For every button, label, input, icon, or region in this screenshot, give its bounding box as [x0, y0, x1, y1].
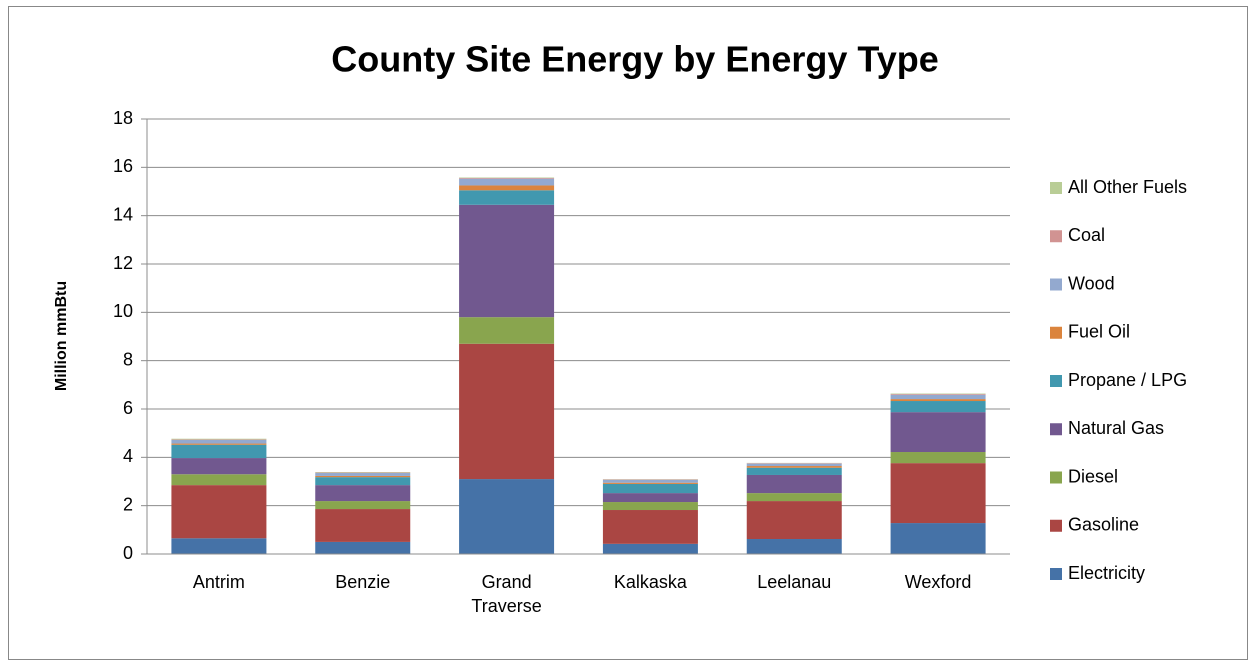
bar-segment — [459, 317, 555, 344]
bar-segment — [171, 444, 267, 459]
y-tick-label: 14 — [113, 204, 133, 224]
bar-segment — [890, 401, 986, 413]
bar-segment — [459, 479, 555, 554]
legend-label: Fuel Oil — [1068, 322, 1130, 342]
bar-segment — [890, 463, 986, 524]
x-tick-label: Benzie — [335, 572, 391, 592]
x-tick-label: Antrim — [192, 572, 245, 592]
bar-segment — [890, 394, 986, 395]
y-tick-label: 8 — [123, 349, 133, 369]
legend-label: All Other Fuels — [1068, 177, 1187, 197]
bar-segment — [746, 493, 842, 502]
bar-segment — [459, 190, 555, 205]
bar-segment — [602, 510, 698, 544]
bar-segment — [171, 443, 267, 445]
legend-swatch — [1050, 326, 1062, 339]
bar-segment — [890, 523, 986, 554]
bar-segment — [315, 501, 411, 510]
legend-label: Coal — [1068, 225, 1105, 245]
legend-swatch — [1050, 519, 1062, 532]
legend-label: Natural Gas — [1068, 418, 1164, 438]
legend-label: Electricity — [1068, 563, 1145, 583]
y-tick-label: 10 — [113, 301, 133, 321]
bar-segment — [315, 485, 411, 502]
chart-title: County Site Energy by Energy Type — [331, 39, 938, 80]
legend-swatch — [1050, 182, 1062, 194]
legend-label: Diesel — [1068, 466, 1118, 486]
y-axis-label: Million mmBtu — [53, 281, 70, 391]
bar-segment — [746, 463, 842, 467]
legend-swatch — [1050, 375, 1062, 387]
bar-segment — [315, 475, 411, 478]
legend-label: Propane / LPG — [1068, 370, 1187, 390]
bar-segment — [890, 412, 986, 453]
bar-segment — [746, 539, 842, 554]
y-tick-label: 6 — [123, 398, 133, 418]
bar-segment — [459, 178, 555, 186]
bar-segment — [890, 394, 986, 400]
bar-segment — [602, 483, 698, 494]
bar-segment — [602, 479, 698, 483]
bar-segment — [459, 185, 555, 191]
bar-segment — [602, 482, 698, 484]
bar-segment — [171, 474, 267, 486]
bar-segment — [459, 204, 555, 318]
bar-segment — [746, 467, 842, 475]
x-tick-label: Grand Traverse — [471, 572, 542, 616]
legend-label: Gasoline — [1068, 515, 1139, 535]
y-tick-label: 16 — [113, 156, 133, 176]
bar-segment — [602, 543, 698, 554]
bar-segment — [171, 438, 267, 440]
bar-segment — [171, 485, 267, 539]
bar-segment — [171, 439, 267, 444]
bar-segment — [315, 541, 411, 554]
legend-swatch — [1050, 230, 1062, 243]
bar-segment — [459, 343, 555, 480]
bar-segment — [602, 493, 698, 503]
y-tick-label: 4 — [123, 446, 133, 466]
legend-swatch — [1050, 278, 1062, 291]
x-tick-label: Leelanau — [757, 572, 832, 592]
legend-swatch — [1050, 568, 1062, 580]
bar-segment — [602, 502, 698, 511]
legend-label: Wood — [1068, 273, 1115, 293]
bar-segment — [171, 538, 267, 554]
bar-segment — [890, 452, 986, 464]
bar-segment — [315, 509, 411, 542]
x-tick-label: Kalkaska — [613, 572, 687, 592]
legend-swatch — [1050, 471, 1062, 484]
y-tick-label: 12 — [113, 253, 133, 273]
bar-segment — [459, 177, 555, 179]
bar-segment — [890, 399, 986, 402]
bar-segment — [746, 501, 842, 540]
bar-segment — [746, 474, 842, 494]
bar-segment — [171, 458, 267, 475]
bar-segment — [315, 473, 411, 476]
y-tick-label: 2 — [123, 494, 133, 514]
bar-segment — [746, 466, 842, 468]
x-tick-label: Wexford — [904, 572, 972, 592]
y-tick-label: 0 — [123, 543, 133, 563]
bar-segment — [315, 477, 411, 486]
legend-swatch — [1050, 423, 1062, 436]
y-tick-label: 18 — [113, 108, 133, 128]
